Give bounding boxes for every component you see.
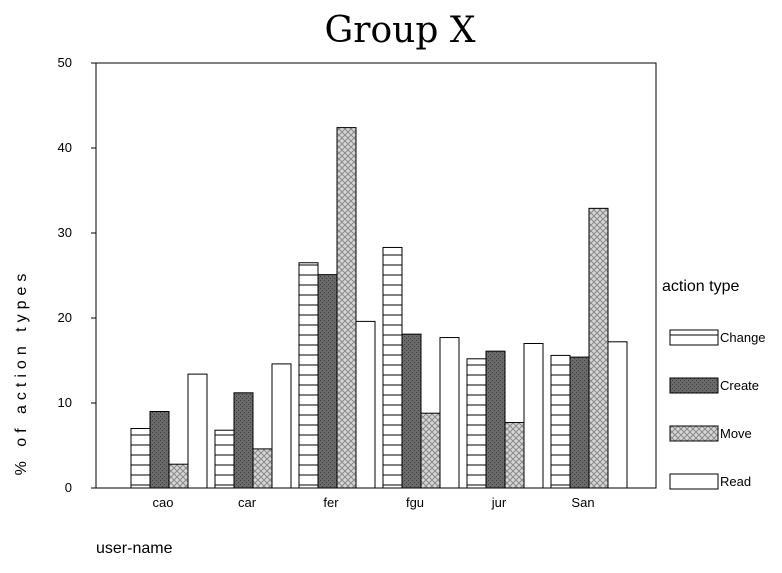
x-tick-label: San (571, 495, 594, 510)
y-tick-label: 50 (58, 55, 72, 70)
y-tick-label: 30 (58, 225, 72, 240)
bar-read-san (607, 341, 628, 489)
bar-create-fer (317, 274, 338, 489)
bar-move-fer (336, 127, 357, 489)
y-axis-label-group: % of action types (13, 269, 30, 476)
legend-title: action type (662, 278, 739, 295)
y-tick-label: 0 (65, 480, 72, 495)
bar-read-fer (355, 320, 376, 489)
x-tick-label: jur (491, 495, 507, 510)
bar-create-jur (485, 350, 506, 489)
x-tick-label: car (238, 495, 257, 510)
legend-swatch-create (669, 377, 719, 394)
plot-frame (95, 62, 657, 489)
legend: action type Change Create Move Read (662, 278, 766, 490)
bar-change-san (550, 354, 571, 489)
bar-move-car (252, 448, 273, 489)
bar-change-car (214, 429, 235, 489)
plot-area (95, 62, 657, 489)
bar-change-fgu (382, 246, 403, 489)
legend-label-read: Read (720, 474, 751, 489)
legend-swatch-change (669, 329, 719, 346)
y-tick-label: 20 (58, 310, 72, 325)
x-tick-label: cao (153, 495, 174, 510)
x-axis-label: user-name (96, 540, 173, 557)
y-tick-label: 40 (58, 140, 72, 155)
legend-label-change: Change (720, 330, 766, 345)
x-axis-ticks: cao car fer fgu jur San (153, 495, 595, 510)
legend-label-create: Create (720, 378, 759, 393)
bar-read-jur (523, 343, 544, 489)
bar-change-fer (298, 262, 319, 489)
bar-move-jur (504, 422, 525, 489)
bar-read-fgu (439, 337, 460, 489)
bar-create-san (569, 356, 590, 489)
bar-change-cao (130, 428, 151, 489)
legend-swatch-move (669, 425, 719, 442)
chart-title: Group X (325, 10, 476, 51)
bar-read-car (271, 363, 292, 489)
bar-move-cao (168, 463, 189, 489)
y-axis-label: % of action types (13, 269, 30, 476)
legend-swatch-read (669, 473, 719, 490)
x-tick-label: fer (323, 495, 339, 510)
legend-label-move: Move (720, 426, 752, 441)
bar-group (130, 127, 628, 489)
bar-change-jur (466, 358, 487, 489)
x-tick-label: fgu (406, 495, 424, 510)
bar-create-fgu (401, 333, 422, 489)
bar-create-car (233, 392, 254, 489)
bar-move-san (588, 207, 609, 489)
y-axis-ticks: 0 10 20 30 40 50 (58, 55, 96, 495)
y-tick-label: 10 (58, 395, 72, 410)
bar-move-fgu (420, 412, 441, 489)
bar-read-cao (187, 373, 208, 489)
bar-create-cao (149, 411, 170, 489)
